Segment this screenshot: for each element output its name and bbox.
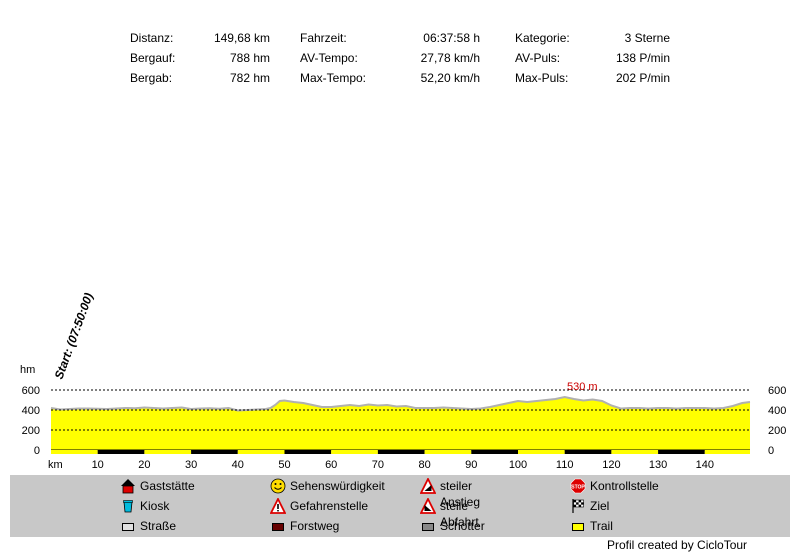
- steep-descent-icon: [420, 498, 436, 514]
- x-tick: 140: [696, 459, 714, 471]
- x-tick: 30: [185, 459, 197, 471]
- forest-path-swatch-icon: [272, 523, 284, 531]
- footer-credit: Profil created by CicloTour: [607, 538, 748, 552]
- surface-segment: [704, 450, 750, 454]
- surface-segment: [97, 450, 145, 454]
- legend-panel: Gaststätte Sehenswürdigkeit steiler Anst…: [10, 475, 790, 537]
- x-tick: 120: [602, 459, 620, 471]
- surface-segment: [191, 450, 238, 454]
- checkered-flag-icon: [572, 499, 584, 513]
- elevation-line: [50, 395, 751, 412]
- y-tick-left: 200: [22, 425, 40, 437]
- gravel-swatch-icon: [422, 523, 434, 531]
- stat-value-av-tempo: 27,78 km/h: [420, 51, 480, 65]
- stat-value-bergab: 782 hm: [229, 71, 270, 85]
- x-tick: 70: [372, 459, 384, 471]
- stat-label-av-tempo: AV-Tempo:: [300, 51, 358, 65]
- y-tick-right: 400: [768, 405, 786, 417]
- surface-segment: [237, 450, 285, 454]
- stat-value-bergauf: 788 hm: [229, 51, 270, 65]
- x-tick: 130: [649, 459, 667, 471]
- house-icon: [121, 479, 135, 494]
- elevation-fill: [51, 397, 750, 450]
- x-unit-label: km: [48, 459, 63, 471]
- surface-segment: [658, 450, 705, 454]
- x-axis: 10 20 30 40 50 60 70 80 90 100 110 120 130 140: [92, 459, 714, 471]
- y-tick-left: 600: [22, 385, 40, 397]
- stat-value-max-tempo: 52,20 km/h: [420, 71, 480, 85]
- x-tick: 20: [138, 459, 150, 471]
- stat-value-distanz: 149,68 km: [213, 31, 270, 45]
- x-tick: 50: [278, 459, 290, 471]
- y-tick-right: 600: [768, 385, 786, 397]
- stat-value-av-puls: 138 P/min: [615, 51, 670, 65]
- smiley-icon: [270, 478, 286, 494]
- surface-segment: [284, 450, 332, 454]
- danger-sign-icon: [270, 498, 286, 514]
- elevation-area: [50, 395, 751, 450]
- x-tick: 100: [509, 459, 527, 471]
- stat-label-kategorie: Kategorie:: [515, 31, 570, 45]
- svg-text:STOP: STOP: [571, 485, 585, 491]
- trail-swatch-icon: [572, 523, 584, 531]
- max-elevation-label: 530 m: [567, 381, 598, 393]
- x-tick: 110: [556, 459, 574, 471]
- stat-label-fahrzeit: Fahrzeit:: [300, 31, 347, 45]
- surface-segment: [144, 450, 192, 454]
- surface-bar: [51, 450, 750, 454]
- y-tick-right: 200: [768, 425, 786, 437]
- surface-segment: [471, 450, 518, 454]
- surface-segment: [377, 450, 425, 454]
- surface-segment: [611, 450, 659, 454]
- stat-label-av-puls: AV-Puls:: [515, 51, 561, 65]
- y-axis-left: 600 400 200 0: [22, 385, 40, 457]
- steep-climb-icon: [420, 478, 436, 494]
- surface-segment: [331, 450, 378, 454]
- x-tick: 10: [92, 459, 104, 471]
- surface-segment: [564, 450, 612, 454]
- x-tick: 80: [418, 459, 430, 471]
- stat-label-bergab: Bergab:: [130, 71, 173, 85]
- stat-label-bergauf: Bergauf:: [130, 51, 176, 65]
- stat-value-fahrzeit: 06:37:58 h: [423, 31, 480, 45]
- x-tick: 40: [232, 459, 244, 471]
- y-tick-right: 0: [768, 445, 774, 457]
- stat-label-distanz: Distanz:: [130, 31, 174, 45]
- surface-segment: [517, 450, 565, 454]
- stop-sign-icon: STOP: [570, 478, 585, 494]
- y-tick-left: 400: [22, 405, 40, 417]
- surface-segment: [424, 450, 472, 454]
- x-tick: 60: [325, 459, 337, 471]
- stat-label-max-puls: Max-Puls:: [515, 71, 569, 85]
- y-tick-left: 0: [34, 445, 40, 457]
- surface-segment: [51, 450, 98, 454]
- x-tick: 90: [465, 459, 477, 471]
- stat-value-kategorie: 3 Sterne: [624, 31, 670, 45]
- road-swatch-icon: [122, 523, 134, 531]
- cup-icon: [123, 500, 133, 513]
- stat-value-max-puls: 202 P/min: [615, 71, 670, 85]
- y-axis-right: 600 400 200 0: [768, 385, 786, 457]
- start-label: Start: (07:50:00): [52, 291, 96, 381]
- y-unit-left: hm: [20, 364, 35, 376]
- stat-label-max-tempo: Max-Tempo:: [300, 71, 367, 85]
